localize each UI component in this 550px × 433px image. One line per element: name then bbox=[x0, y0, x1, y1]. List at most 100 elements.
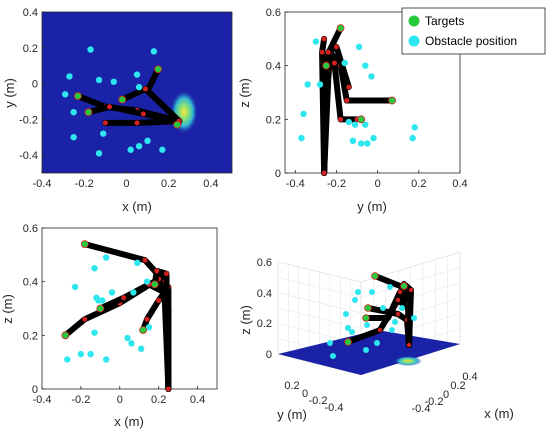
arm-link bbox=[102, 118, 183, 126]
y-tick-label: 0.2 bbox=[266, 114, 281, 126]
obstacle-point bbox=[70, 108, 77, 116]
obstacle-point bbox=[362, 62, 369, 69]
obstacle-point bbox=[137, 345, 145, 352]
z-tick-label: 0.4 bbox=[257, 288, 272, 300]
obstacle-point bbox=[159, 146, 166, 153]
xy-axes-box bbox=[41, 11, 233, 174]
x-tick-label: -0.4 bbox=[412, 403, 431, 415]
arm-joint bbox=[377, 327, 383, 333]
x-tick-label: 0 bbox=[117, 394, 123, 406]
3d-z-axis-label: z (m) bbox=[238, 305, 253, 335]
x-tick-label: 0.2 bbox=[151, 394, 166, 406]
legend-obstacle-marker bbox=[408, 35, 420, 47]
target-point bbox=[344, 338, 352, 346]
arm-joint bbox=[338, 116, 344, 122]
obstacle-point bbox=[150, 48, 158, 55]
x-tick-label: -0.4 bbox=[286, 178, 305, 190]
obstacle-point bbox=[77, 350, 85, 358]
target-point bbox=[84, 108, 93, 117]
obstacle-point bbox=[70, 134, 77, 141]
obstacle-point bbox=[91, 265, 98, 272]
arm-joint bbox=[165, 386, 171, 392]
y-tick-label: -0.4 bbox=[325, 402, 344, 414]
obstacle-point bbox=[135, 83, 143, 91]
y-tick-label: -0.4 bbox=[19, 150, 38, 162]
obstacle-point bbox=[349, 329, 355, 335]
arm-joint bbox=[395, 311, 401, 317]
obstacle-point bbox=[87, 46, 94, 53]
y-tick-label: 0 bbox=[302, 388, 308, 400]
x-tick-label: -0.2 bbox=[71, 394, 90, 406]
obstacle-point bbox=[130, 289, 137, 296]
y-tick-label: 0.4 bbox=[23, 7, 38, 19]
obstacle-point bbox=[364, 322, 370, 328]
obstacle-point bbox=[389, 327, 395, 333]
arm-joint bbox=[346, 84, 352, 90]
target-point bbox=[388, 96, 396, 105]
yz-arms bbox=[319, 25, 396, 176]
target-point bbox=[150, 280, 159, 289]
arm-joint bbox=[154, 268, 160, 274]
xz-points bbox=[61, 240, 159, 363]
obstacle-point bbox=[411, 124, 418, 131]
yz-y-axis-label: z (m) bbox=[237, 78, 252, 108]
target-point bbox=[154, 65, 163, 74]
obstacle-point bbox=[99, 297, 106, 304]
obstacle-point bbox=[312, 38, 320, 45]
target-point bbox=[364, 304, 372, 312]
z-tick-label: 0 bbox=[266, 349, 272, 361]
y-tick-label: 0.4 bbox=[23, 277, 38, 289]
3d-view-panel: 0.60.40.200.20-0.2-0.40.40.20-0.2-0.4 z … bbox=[238, 251, 514, 422]
obstacle-point bbox=[62, 91, 69, 98]
arm-joint bbox=[144, 316, 150, 322]
x-tick-label: 0.2 bbox=[161, 178, 176, 190]
x-tick-label: 0.2 bbox=[411, 178, 426, 190]
obstacle-point bbox=[351, 121, 359, 128]
x-tick-label: -0.2 bbox=[327, 178, 346, 190]
obstacle-point bbox=[330, 353, 336, 359]
x-tick-label: -0.2 bbox=[425, 396, 444, 408]
3d-floor-heatmap bbox=[278, 330, 460, 375]
obstacle-point bbox=[352, 297, 358, 303]
target-point bbox=[80, 240, 89, 249]
arm-joint bbox=[319, 49, 325, 55]
obstacle-point bbox=[91, 329, 98, 336]
y-tick-label: 0.2 bbox=[23, 43, 38, 55]
target-point bbox=[139, 326, 148, 334]
y-tick-label: 0.4 bbox=[266, 61, 281, 73]
target-point bbox=[336, 24, 345, 33]
yz-points bbox=[298, 24, 418, 147]
obstacle-point bbox=[102, 254, 110, 261]
y-tick-label: 0 bbox=[275, 168, 281, 180]
arm-joint bbox=[163, 271, 169, 277]
obstacle-point bbox=[108, 289, 116, 296]
x-tick-label: 0.2 bbox=[450, 380, 465, 392]
obstacle-point bbox=[409, 134, 416, 142]
legend-box bbox=[401, 7, 546, 55]
legend: Targets Obstacle position bbox=[401, 7, 546, 55]
obstacle-point bbox=[100, 130, 107, 137]
arm-link bbox=[151, 267, 172, 392]
legend-obstacles-label: Obstacle position bbox=[425, 34, 517, 48]
y-tick-label: 0.2 bbox=[284, 380, 299, 392]
x-tick-label: 0.4 bbox=[452, 178, 467, 190]
obstacle-point bbox=[387, 284, 393, 290]
xz-axes-box bbox=[41, 227, 218, 390]
legend-target-marker bbox=[408, 15, 420, 27]
y-tick-label: 0.2 bbox=[23, 330, 38, 342]
y-tick-label: -0.2 bbox=[19, 114, 38, 126]
xy-y-axis-label: y (m) bbox=[2, 78, 17, 108]
x-tick-label: 0.4 bbox=[462, 371, 477, 383]
target-point bbox=[371, 272, 379, 280]
arm-joint bbox=[82, 316, 88, 322]
xy-points bbox=[62, 46, 182, 157]
obstacle-point bbox=[355, 43, 363, 51]
obstacle-point bbox=[300, 110, 307, 118]
obstacle-point bbox=[327, 340, 333, 346]
obstacle-point bbox=[133, 71, 141, 78]
3d-points bbox=[327, 272, 417, 359]
obstacle-point bbox=[355, 289, 361, 295]
obstacle-point bbox=[124, 334, 131, 342]
obstacle-point bbox=[87, 350, 94, 358]
